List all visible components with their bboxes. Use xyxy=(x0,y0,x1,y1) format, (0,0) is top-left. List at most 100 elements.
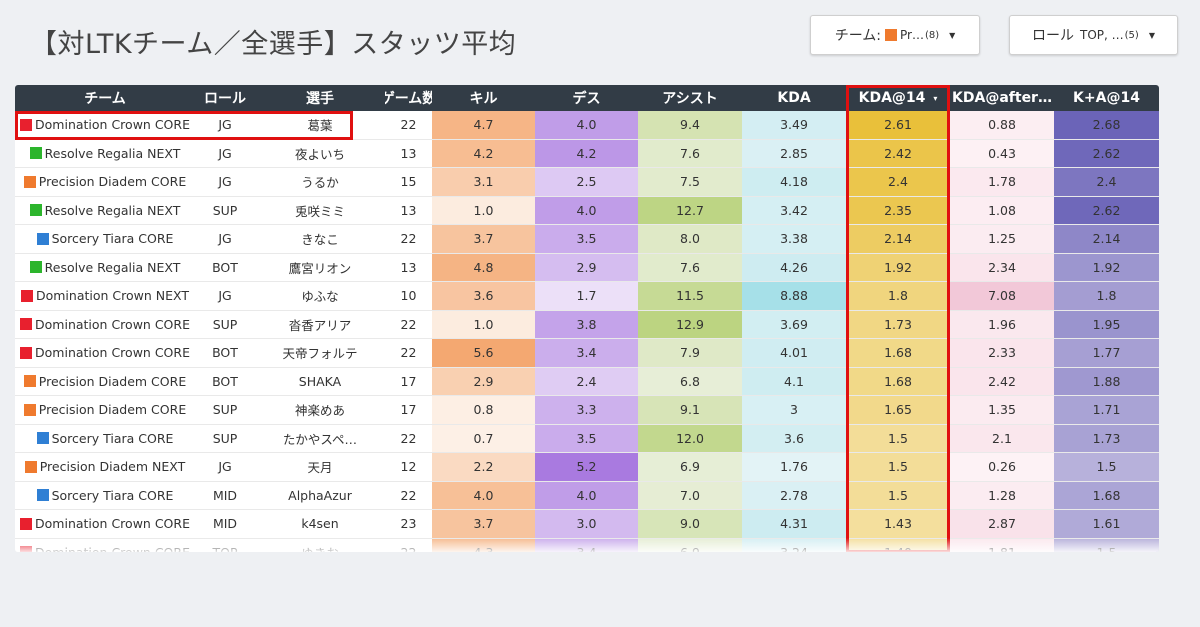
cell-assist: 7.6 xyxy=(638,139,742,167)
table-row[interactable]: Resolve Regalia NEXT JG 夜よいち 13 4.2 4.2 7.6 2.8… xyxy=(15,139,1159,168)
cell-kill: 3.1 xyxy=(432,168,535,196)
team-name: Sorcery Tiara CORE xyxy=(51,430,174,446)
team-color-swatch-icon xyxy=(24,460,37,473)
cell-assist: 9.1 xyxy=(638,396,742,424)
cell-kda-after: 2.33 xyxy=(950,339,1054,367)
cell-games: 22 xyxy=(400,231,417,247)
cell-kda14: 2.42 xyxy=(846,139,950,167)
cell-ka14: 2.62 xyxy=(1054,196,1159,224)
team-color-swatch-icon xyxy=(20,118,33,131)
table-row[interactable]: Domination Crown CORE JG 葛葉 22 4.7 4.0 9.4 3.49… xyxy=(15,111,1159,140)
cell-player: ゆきお xyxy=(255,539,385,552)
header-role[interactable]: ロール xyxy=(204,91,246,107)
table-row[interactable]: Domination Crown CORE TOPゆきお224.33.46.93.… xyxy=(15,538,1159,552)
table-row[interactable]: Domination Crown NEXT JG ゆふな 10 3.6 1.7 11.5 8.… xyxy=(15,282,1159,311)
header-kill[interactable]: キル xyxy=(469,91,498,107)
cell-role: TOP xyxy=(195,539,255,552)
cell-player: きなこ xyxy=(301,232,339,248)
cell-kda: 3.6 xyxy=(742,424,846,452)
header-team[interactable]: チーム xyxy=(84,91,126,107)
cell-team: Domination Crown CORE xyxy=(15,311,195,339)
table-row[interactable]: Precision Diadem CORE JG うるか 15 3.1 2.5 7.5 4.1… xyxy=(15,168,1159,197)
header-death[interactable]: デス xyxy=(572,91,601,107)
cell-player: 夜よいち xyxy=(294,146,345,162)
team-color-swatch-icon xyxy=(20,318,33,331)
cell-kill: 3.7 xyxy=(432,225,535,253)
cell-role: BOT xyxy=(212,259,238,275)
table-row[interactable]: Resolve Regalia NEXT BOT 鷹宮リオン 13 4.8 2.9 7.6 4… xyxy=(15,253,1159,282)
cell-games: 13 xyxy=(400,202,417,218)
chevron-down-icon: ▼ xyxy=(1148,30,1155,40)
cell-role: SUP xyxy=(212,316,238,332)
table-row[interactable]: Domination Crown CORE BOT 天帝フォルテ 22 5.6 3.4 7.… xyxy=(15,339,1159,368)
team-name: Precision Diadem CORE xyxy=(38,402,187,418)
table-row[interactable]: Precision Diadem CORE BOT SHAKA 17 2.9 2.4 6.8… xyxy=(15,367,1159,396)
team-color-swatch-icon xyxy=(20,289,33,302)
team-filter-dropdown[interactable]: チーム: Pr… (8) ▼ xyxy=(810,15,980,55)
cell-ka14: 1.77 xyxy=(1054,339,1159,367)
cell-death: 4.2 xyxy=(535,139,638,167)
header-player[interactable]: 選手 xyxy=(306,91,334,107)
cell-kda: 4.26 xyxy=(742,253,846,281)
cell-role: JG xyxy=(218,174,232,190)
role-filter-value: TOP, … xyxy=(1080,28,1124,42)
header-ka14[interactable]: K+A@14 xyxy=(1073,90,1140,106)
cell-kill: 4.0 xyxy=(432,481,535,509)
cell-kill: 5.6 xyxy=(432,339,535,367)
cell-ka14: 1.68 xyxy=(1054,481,1159,509)
cell-games: 22 xyxy=(400,117,417,133)
role-filter-dropdown[interactable]: ロール TOP, … (5) ▼ xyxy=(1009,15,1178,55)
cell-kill: 4.2 xyxy=(432,139,535,167)
cell-role: JG xyxy=(218,117,232,133)
cell-role: JG xyxy=(218,231,232,247)
cell-assist: 6.8 xyxy=(638,367,742,395)
cell-kda14: 1.8 xyxy=(846,282,950,310)
cell-kda: 2.85 xyxy=(742,139,846,167)
cell-assist: 12.0 xyxy=(638,424,742,452)
table-row[interactable]: Sorcery Tiara CORE MID AlphaAzur 22 4.0 4.0 7.… xyxy=(15,481,1159,510)
cell-team: Domination Crown CORE xyxy=(15,339,195,367)
cell-player: ゆふな xyxy=(301,289,339,305)
cell-kda-after: 1.35 xyxy=(950,396,1054,424)
cell-kda14: 1.5 xyxy=(846,453,950,481)
table-row[interactable]: Precision Diadem NEXT JG 天月 12 2.2 5.2 6.9 1.76… xyxy=(15,453,1159,482)
cell-kill: 0.8 xyxy=(432,396,535,424)
team-color-swatch-icon xyxy=(20,546,33,552)
cell-games: 22 xyxy=(400,345,417,361)
cell-team: Domination Crown NEXT xyxy=(15,282,195,310)
cell-ka14: 2.68 xyxy=(1054,111,1159,139)
cell-kda14: 1.68 xyxy=(846,339,950,367)
team-name: Domination Crown CORE xyxy=(35,117,190,133)
cell-kda: 4.18 xyxy=(742,168,846,196)
cell-kda-after: 0.26 xyxy=(950,453,1054,481)
cell-role: SUP xyxy=(212,402,238,418)
table-row[interactable]: Sorcery Tiara CORE SUP たかやスペ… 22 0.7 3.5 12.0 3… xyxy=(15,424,1159,453)
header-kda-after[interactable]: KDA@after… xyxy=(952,90,1052,106)
cell-player: 天帝フォルテ xyxy=(282,346,358,362)
table-row[interactable]: Domination Crown CORE MID k4sen 23 3.7 3.0 9.0… xyxy=(15,510,1159,539)
cell-games: 22 xyxy=(400,316,417,332)
cell-ka14: 2.4 xyxy=(1054,168,1159,196)
table-row[interactable]: Sorcery Tiara CORE JG きなこ 22 3.7 3.5 8.0 3.38 2.… xyxy=(15,225,1159,254)
cell-player: 兎咲ミミ xyxy=(294,203,345,219)
header-kda[interactable]: KDA xyxy=(777,90,811,106)
cell-death: 2.5 xyxy=(535,168,638,196)
table-row[interactable]: Precision Diadem CORE SUP 神楽めあ 17 0.8 3.3 9.1 3… xyxy=(15,396,1159,425)
sort-desc-icon: ▾ xyxy=(933,93,938,103)
header-kda14[interactable]: KDA@14 ▾ xyxy=(846,85,950,111)
table-row[interactable]: Resolve Regalia NEXT SUP 兎咲ミミ 13 1.0 4.0 12.7 3… xyxy=(15,196,1159,225)
table-header: チーム ロール 選手 ゲーム数 キル デス アシスト KDA KDA@14 ▾ … xyxy=(15,85,1159,111)
header-games[interactable]: ゲーム数 xyxy=(385,91,432,107)
cell-player: k4sen xyxy=(301,516,339,532)
cell-ka14: 1.73 xyxy=(1054,424,1159,452)
header-assist[interactable]: アシスト xyxy=(662,91,718,107)
table-body: Domination Crown CORE JG 葛葉 22 4.7 4.0 9.4 3.49… xyxy=(15,111,1159,552)
cell-assist: 11.5 xyxy=(638,282,742,310)
cell-death: 2.9 xyxy=(535,253,638,281)
team-name: Domination Crown NEXT xyxy=(35,288,189,304)
cell-role: BOT xyxy=(212,345,238,361)
cell-kda-after: 1.96 xyxy=(950,310,1054,338)
table-row[interactable]: Domination Crown CORE SUP 沓香アリア 22 1.0 3.8 12.… xyxy=(15,310,1159,339)
cell-kill: 1.0 xyxy=(432,310,535,338)
cell-ka14: 2.62 xyxy=(1054,139,1159,167)
